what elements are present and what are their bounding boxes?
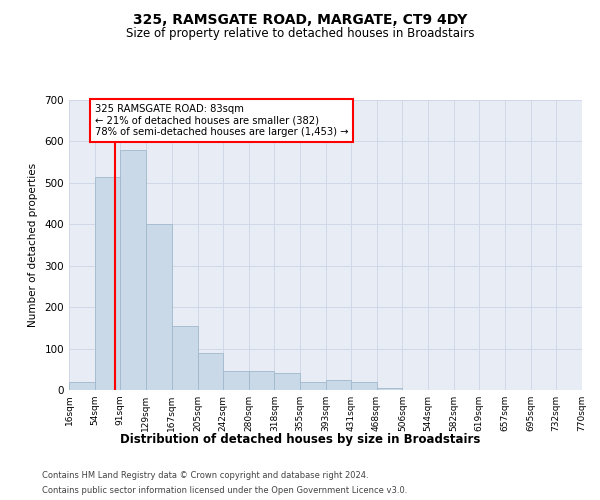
Bar (95, 176, 120, 390)
Bar (197, 352, 223, 390)
Text: 325 RAMSGATE ROAD: 83sqm
← 21% of detached houses are smaller (382)
78% of semi-: 325 RAMSGATE ROAD: 83sqm ← 21% of detach… (95, 104, 349, 138)
Bar (146, 224, 172, 390)
Bar (274, 374, 299, 390)
Text: Contains HM Land Registry data © Crown copyright and database right 2024.: Contains HM Land Registry data © Crown c… (42, 471, 368, 480)
Bar (172, 326, 197, 390)
Text: 325, RAMSGATE ROAD, MARGATE, CT9 4DY: 325, RAMSGATE ROAD, MARGATE, CT9 4DY (133, 12, 467, 26)
Bar (120, 150, 146, 390)
Bar (223, 372, 248, 390)
Bar (377, 388, 403, 390)
Bar (248, 372, 274, 390)
Bar (299, 382, 325, 390)
Bar (325, 380, 352, 390)
Text: Contains public sector information licensed under the Open Government Licence v3: Contains public sector information licen… (42, 486, 407, 495)
Bar (352, 382, 377, 390)
Bar (69, 382, 95, 390)
Text: Distribution of detached houses by size in Broadstairs: Distribution of detached houses by size … (120, 432, 480, 446)
Text: Size of property relative to detached houses in Broadstairs: Size of property relative to detached ho… (126, 28, 474, 40)
Y-axis label: Number of detached properties: Number of detached properties (28, 163, 38, 327)
